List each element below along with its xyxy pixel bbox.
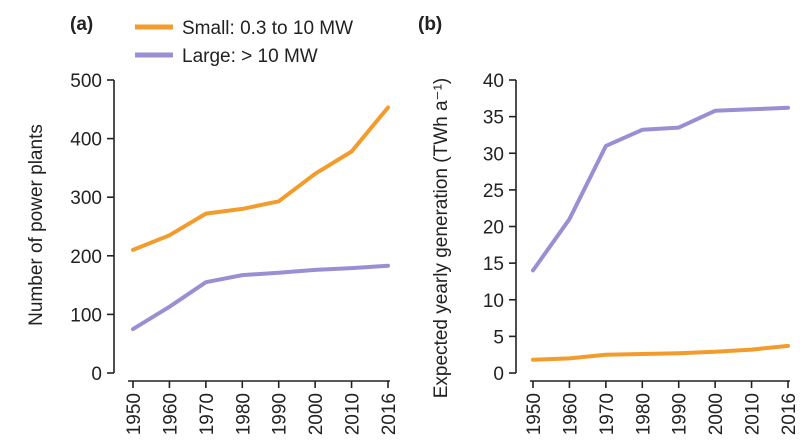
x-tick-label-b: 2016 <box>779 393 800 435</box>
x-tick-label-a: 1970 <box>197 393 218 435</box>
x-tick-label-b: 1980 <box>633 393 654 435</box>
x-tick-label-b: 1990 <box>670 393 691 435</box>
x-tick-label-b: 1950 <box>524 393 545 435</box>
legend-label-large: Large: > 10 MW <box>182 46 318 67</box>
x-tick-label-a: 1990 <box>270 393 291 435</box>
x-tick-label-b: 2010 <box>743 393 764 435</box>
y-tick-label-a: 200 <box>70 247 102 268</box>
y-axis-title-a: Number of power plants <box>26 124 47 326</box>
x-tick-label-a: 2010 <box>343 393 364 435</box>
panel-a: (a) Number of power plants 0 100 200 300 400… <box>26 14 400 435</box>
y-tick-label-a: 100 <box>70 305 102 326</box>
y-tick-label-a: 0 <box>91 364 102 385</box>
panel-label-b: (b) <box>418 14 442 35</box>
panel-label-a: (a) <box>70 14 93 35</box>
y-tick-label-a: 500 <box>70 71 102 92</box>
series-line-large-b <box>531 105 790 273</box>
panel-b: (b) Expected yearly generation (TWh a⁻¹)… <box>418 14 800 435</box>
y-tick-label-a: 300 <box>70 188 102 209</box>
y-tick-label-b: 5 <box>493 327 504 348</box>
y-tick-label-b: 15 <box>483 254 504 275</box>
y-axis-title-b: Expected yearly generation (TWh a⁻¹) <box>431 78 452 399</box>
x-tick-label-a: 2000 <box>306 393 327 435</box>
legend-label-small: Small: 0.3 to 10 MW <box>182 18 353 39</box>
y-tick-label-b: 30 <box>483 144 504 165</box>
y-tick-label-b: 25 <box>483 181 504 202</box>
y-tick-label-b: 40 <box>483 71 504 92</box>
y-tick-label-b: 10 <box>483 291 504 312</box>
legend: Small: 0.3 to 10 MW Large: > 10 MW <box>135 18 353 67</box>
x-tick-label-a: 2016 <box>379 393 400 435</box>
y-tick-label-b: 0 <box>493 364 504 385</box>
y-tick-label-b: 20 <box>483 218 504 239</box>
series-line-small-b <box>531 343 790 362</box>
series-line-large-a <box>131 263 390 332</box>
x-tick-label-a: 1980 <box>233 393 254 435</box>
x-tick-label-a: 1960 <box>160 393 181 435</box>
x-tick-label-a: 1950 <box>124 393 145 435</box>
y-tick-label-b: 35 <box>483 108 504 129</box>
series-line-small-a <box>131 105 390 252</box>
y-tick-label-a: 400 <box>70 130 102 151</box>
x-tick-label-b: 2000 <box>706 393 727 435</box>
x-tick-label-b: 1960 <box>560 393 581 435</box>
x-tick-label-b: 1970 <box>597 393 618 435</box>
